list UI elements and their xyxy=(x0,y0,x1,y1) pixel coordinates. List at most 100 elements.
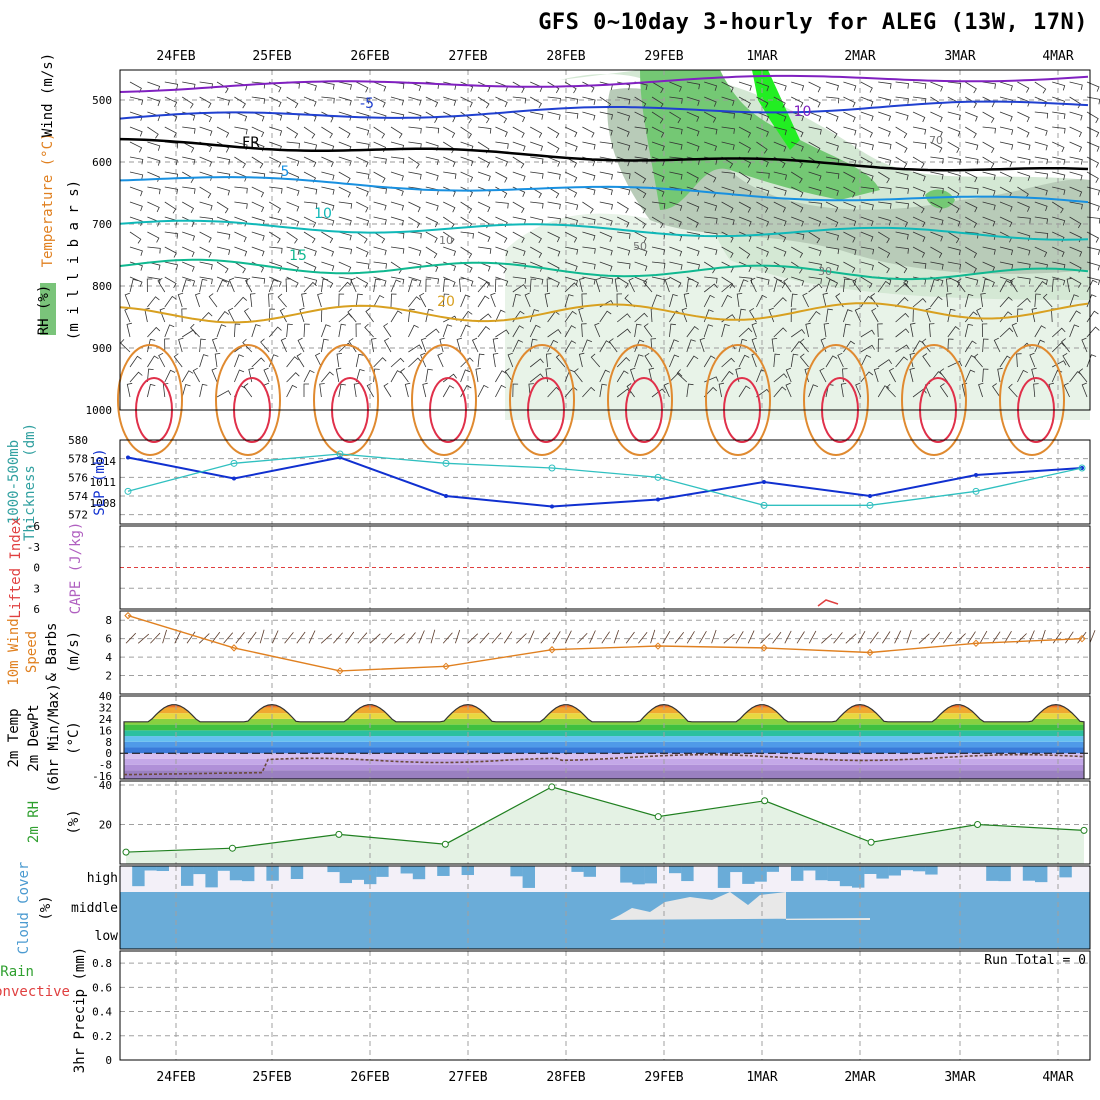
wind-barb xyxy=(617,261,631,269)
wind-barb xyxy=(616,328,631,338)
wind-barb xyxy=(373,276,387,286)
wind-barb xyxy=(1081,382,1088,398)
wind-barb xyxy=(303,201,318,209)
wind-barb xyxy=(939,368,949,383)
wind-barb xyxy=(251,216,265,226)
wind-barb xyxy=(738,171,751,184)
wind-axis-label: Wind (m/s) xyxy=(40,53,56,137)
wind-barb xyxy=(808,384,819,398)
wind-barb xyxy=(756,171,770,179)
wind-barb xyxy=(808,81,821,93)
wind-barb xyxy=(773,373,788,383)
wind-barb xyxy=(965,186,979,194)
precip-tick-label: 0 xyxy=(105,1054,112,1067)
wind-barb xyxy=(303,369,315,383)
precip-total-label: Total / Rain xyxy=(0,964,34,980)
wind-barb xyxy=(390,370,402,383)
wind-barb xyxy=(234,186,248,194)
wind-barb xyxy=(512,126,525,138)
wind-barb xyxy=(373,201,387,211)
thickness-tick-label: 572 xyxy=(68,509,88,522)
wind-barb xyxy=(825,231,839,241)
wind-barb xyxy=(199,383,208,398)
cloud-units-label: (%) xyxy=(38,895,54,920)
wind-barb xyxy=(251,246,265,257)
wind-barb xyxy=(925,307,931,323)
wind-barb xyxy=(356,171,370,180)
surface-wind-barb xyxy=(1065,631,1074,644)
wind-barb xyxy=(477,96,490,109)
wind-barb xyxy=(129,278,139,293)
wind-barb xyxy=(930,141,943,153)
wind-barb xyxy=(512,383,519,398)
wind-barb xyxy=(408,156,420,169)
wind-barb xyxy=(860,126,873,138)
rh-point xyxy=(335,830,343,838)
wind-barb xyxy=(843,156,857,166)
wind-barb xyxy=(704,276,718,284)
wind-barb xyxy=(356,156,369,168)
wind-barb xyxy=(909,367,915,383)
wind-barb xyxy=(336,353,343,368)
wind-barb xyxy=(129,355,142,368)
wind-barb xyxy=(495,276,509,287)
rh-point xyxy=(974,820,982,828)
wind-barb xyxy=(544,292,551,308)
wind-barb xyxy=(681,307,688,323)
wind-barb xyxy=(181,384,191,398)
wind-barb xyxy=(982,231,996,240)
wind-barb xyxy=(912,111,926,123)
wind-barb xyxy=(458,278,465,293)
wind-barb xyxy=(582,261,596,270)
wind-barb xyxy=(443,201,456,213)
wind-barb xyxy=(425,201,439,211)
wind-barb xyxy=(366,382,374,398)
wind-barb xyxy=(860,231,874,242)
wind-barb xyxy=(353,383,360,398)
wind-barb xyxy=(808,283,823,293)
wind-barb xyxy=(980,293,986,308)
wind-barb xyxy=(512,231,525,243)
temperature-contour xyxy=(119,137,1089,172)
wind-barb xyxy=(1061,338,1070,353)
wind-barb xyxy=(564,216,578,226)
wind-barb xyxy=(756,81,770,92)
wind-barb xyxy=(825,355,838,368)
surface-wind-barb xyxy=(1040,629,1046,644)
wind-barb xyxy=(182,246,195,258)
wind-barb xyxy=(1034,141,1048,151)
wind-barb xyxy=(269,171,283,179)
date-label-top: 4MAR xyxy=(1042,49,1073,64)
wind-barb xyxy=(422,382,428,398)
wind-barb xyxy=(946,293,952,308)
temperature-band xyxy=(124,741,1084,748)
rh-legend-swatch xyxy=(40,283,56,335)
wind-barb xyxy=(738,231,752,242)
wind-barb xyxy=(443,96,457,106)
wind-barb xyxy=(582,81,595,93)
wind-barb xyxy=(529,231,542,244)
wind-barb xyxy=(492,353,499,368)
wind-barb xyxy=(626,383,635,398)
wind-barb xyxy=(147,81,161,92)
wind-barb xyxy=(582,216,596,225)
wind-barb xyxy=(373,126,386,139)
wind-barb xyxy=(947,246,961,256)
surface-wind-barb xyxy=(247,631,257,644)
wind-barb xyxy=(390,276,405,285)
surface-wind-barb xyxy=(1052,631,1062,644)
wind-barb xyxy=(208,293,218,308)
wind-barb xyxy=(634,171,647,184)
wind-barb xyxy=(930,156,944,164)
surface-wind-barb xyxy=(137,633,150,644)
wind-barb xyxy=(495,156,509,167)
wind-barb xyxy=(269,246,283,254)
wind-barb xyxy=(624,294,635,308)
wind-barb xyxy=(686,278,694,293)
cape-axis-label: CAPE (J/kg) xyxy=(68,522,84,615)
wind-barb xyxy=(599,201,613,210)
wind-barb xyxy=(669,201,683,211)
high-cloud-bar xyxy=(351,866,365,880)
wind-barb xyxy=(286,356,299,368)
surface-wind-barb xyxy=(833,632,843,644)
